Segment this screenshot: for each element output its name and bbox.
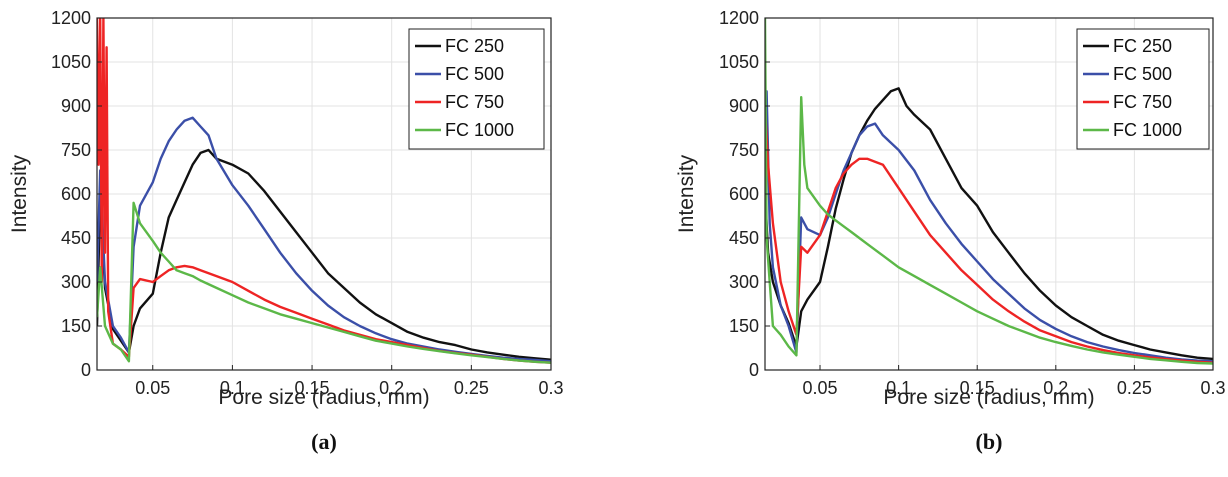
y-tick-label: 750 — [61, 140, 91, 160]
legend-entry-label: FC 750 — [1113, 92, 1172, 112]
y-tick-label: 450 — [61, 228, 91, 248]
y-tick-label: 300 — [61, 272, 91, 292]
x-axis-label: Pore size (radius, mm) — [218, 386, 429, 409]
x-tick-label: 0.1 — [220, 378, 245, 398]
x-tick-label: 0.25 — [454, 378, 489, 398]
x-tick-label: 0.15 — [960, 378, 995, 398]
series-line-fc-250 — [765, 87, 1213, 361]
x-tick-label: 0.25 — [1117, 378, 1152, 398]
legend-entry-label: FC 1000 — [445, 120, 514, 140]
x-tick-label: 0.3 — [1200, 378, 1225, 398]
series-group — [97, 18, 551, 364]
y-tick-label: 1200 — [51, 8, 91, 28]
chart-panel-a: 0 150 300 450 600 750 900 1050 1200 0.05 0.1 0.15 0.… — [8, 8, 564, 454]
y-tick-label: 600 — [729, 184, 759, 204]
panel-label: (a) — [311, 429, 337, 454]
series-line-fc-250 — [97, 148, 551, 361]
series-line-fc-750 — [765, 105, 1213, 364]
x-axis-label: Pore size (radius, mm) — [883, 386, 1094, 409]
y-tick-label: 1050 — [719, 52, 759, 72]
chart-panel-b: 0 150 300 450 600 750 900 1050 1200 0.05 0.1 0.15 0.… — [675, 8, 1226, 454]
y-tick-label: 450 — [729, 228, 759, 248]
x-tick-label: 0.1 — [886, 378, 911, 398]
y-axis-label: Intensity — [8, 154, 31, 233]
legend-entry-label: FC 250 — [445, 36, 504, 56]
x-tick-label: 0.2 — [379, 378, 404, 398]
panel-label: (b) — [976, 429, 1003, 454]
y-tick-label: 900 — [61, 96, 91, 116]
legend-entry-label: FC 750 — [445, 92, 504, 112]
x-tick-label: 0.3 — [538, 378, 563, 398]
series-group — [765, 18, 1213, 365]
legend-entry-label: FC 250 — [1113, 36, 1172, 56]
y-tick-label: 150 — [729, 316, 759, 336]
y-tick-label: 1200 — [719, 8, 759, 28]
y-tick-label: 0 — [749, 360, 759, 380]
y-tick-label: 0 — [81, 360, 91, 380]
y-tick-label: 750 — [729, 140, 759, 160]
y-tick-label: 600 — [61, 184, 91, 204]
x-tick-label: 0.05 — [135, 378, 170, 398]
legend-box — [408, 28, 545, 150]
x-tick-label: 0.05 — [802, 378, 837, 398]
legend-entry-label: FC 500 — [445, 64, 504, 84]
x-tick-label: 0.2 — [1043, 378, 1068, 398]
y-tick-label: 300 — [729, 272, 759, 292]
series-line-fc-500 — [97, 116, 551, 363]
legend: FC 250 FC 500 FC 750 FC 1000 — [1076, 28, 1210, 150]
y-tick-label: 1050 — [51, 52, 91, 72]
y-axis-label: Intensity — [675, 154, 698, 233]
series-line-fc-1000 — [97, 201, 551, 364]
legend-entry-label: FC 1000 — [1113, 120, 1182, 140]
y-tick-label: 900 — [729, 96, 759, 116]
y-tick-label: 150 — [61, 316, 91, 336]
x-tick-label: 0.15 — [295, 378, 330, 398]
series-line-fc-1000 — [765, 18, 1213, 365]
legend-entry-label: FC 500 — [1113, 64, 1172, 84]
legend: FC 250 FC 500 FC 750 FC 1000 — [408, 28, 545, 150]
